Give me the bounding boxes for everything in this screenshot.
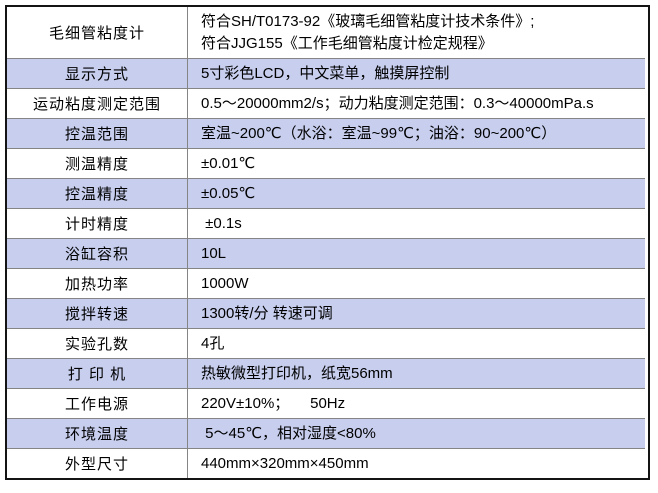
spec-label: 打 印 机 bbox=[7, 359, 188, 388]
spec-label: 环境温度 bbox=[7, 419, 188, 448]
table-row: 计时精度 ±0.1s bbox=[7, 208, 645, 238]
spec-value: 符合SH/T0173-92《玻璃毛细管粘度计技术条件》; 符合JJG155《工作… bbox=[188, 7, 645, 58]
table-row: 工作电源 220V±10%； 50Hz bbox=[7, 388, 645, 418]
spec-label: 加热功率 bbox=[7, 269, 188, 298]
spec-value: ±0.1s bbox=[201, 214, 242, 232]
spec-label: 控温范围 bbox=[7, 119, 188, 148]
spec-table: 毛细管粘度计 符合SH/T0173-92《玻璃毛细管粘度计技术条件》; 符合JJ… bbox=[7, 7, 645, 478]
spec-value: 4孔 bbox=[201, 334, 225, 352]
spec-label: 浴缸容积 bbox=[7, 239, 188, 268]
table-row: 测温精度 ±0.01℃ bbox=[7, 148, 645, 178]
table-row: 控温精度 ±0.05℃ bbox=[7, 178, 645, 208]
spec-value: 室温~200℃（水浴：室温~99℃；油浴：90~200℃） bbox=[201, 124, 557, 142]
spec-value: 0.5～20000mm2/s；动力粘度测定范围：0.3～40000mPa.s bbox=[201, 94, 594, 112]
spec-value: 1300转/分 转速可调 bbox=[201, 304, 333, 322]
spec-value-line-1: 符合SH/T0173-92《玻璃毛细管粘度计技术条件》; bbox=[201, 12, 535, 30]
spec-value: 1000W bbox=[201, 274, 249, 292]
table-row: 加热功率 1000W bbox=[7, 268, 645, 298]
table-row: 打 印 机 热敏微型打印机，纸宽56mm bbox=[7, 358, 645, 388]
table-row: 浴缸容积 10L bbox=[7, 238, 645, 268]
spec-value: ±0.05℃ bbox=[201, 184, 256, 202]
table-row: 外型尺寸 440mm×320mm×450mm bbox=[7, 448, 645, 478]
spec-value-line-2: 符合JJG155《工作毛细管粘度计检定规程》 bbox=[201, 34, 493, 52]
spec-label: 外型尺寸 bbox=[7, 449, 188, 478]
spec-value: 5～45℃，相对湿度<80% bbox=[201, 424, 376, 442]
table-row: 实验孔数 4孔 bbox=[7, 328, 645, 358]
spec-value: 220V±10%； 50Hz bbox=[201, 394, 346, 412]
spec-label: 显示方式 bbox=[7, 59, 188, 88]
spec-label: 搅拌转速 bbox=[7, 299, 188, 328]
spec-label: 控温精度 bbox=[7, 179, 188, 208]
table-row: 控温范围 室温~200℃（水浴：室温~99℃；油浴：90~200℃） bbox=[7, 118, 645, 148]
table-row: 环境温度 5～45℃，相对湿度<80% bbox=[7, 418, 645, 448]
table-row: 显示方式 5寸彩色LCD，中文菜单，触摸屏控制 bbox=[7, 58, 645, 88]
spec-value: ±0.01℃ bbox=[201, 154, 256, 172]
spec-label: 实验孔数 bbox=[7, 329, 188, 358]
spec-value: 440mm×320mm×450mm bbox=[201, 454, 369, 472]
table-row: 搅拌转速 1300转/分 转速可调 bbox=[7, 298, 645, 328]
spec-value: 5寸彩色LCD，中文菜单，触摸屏控制 bbox=[201, 64, 450, 82]
spec-value: 热敏微型打印机，纸宽56mm bbox=[201, 364, 393, 382]
spec-label: 测温精度 bbox=[7, 149, 188, 178]
spec-label: 工作电源 bbox=[7, 389, 188, 418]
table-row: 运动粘度测定范围 0.5～20000mm2/s；动力粘度测定范围：0.3～400… bbox=[7, 88, 645, 118]
spec-value: 10L bbox=[201, 244, 227, 262]
table-row: 毛细管粘度计 符合SH/T0173-92《玻璃毛细管粘度计技术条件》; 符合JJ… bbox=[7, 7, 645, 58]
spec-label: 计时精度 bbox=[7, 209, 188, 238]
spec-label: 运动粘度测定范围 bbox=[7, 89, 188, 118]
spec-label: 毛细管粘度计 bbox=[7, 7, 188, 58]
spec-table-container: 毛细管粘度计 符合SH/T0173-92《玻璃毛细管粘度计技术条件》; 符合JJ… bbox=[5, 5, 650, 480]
